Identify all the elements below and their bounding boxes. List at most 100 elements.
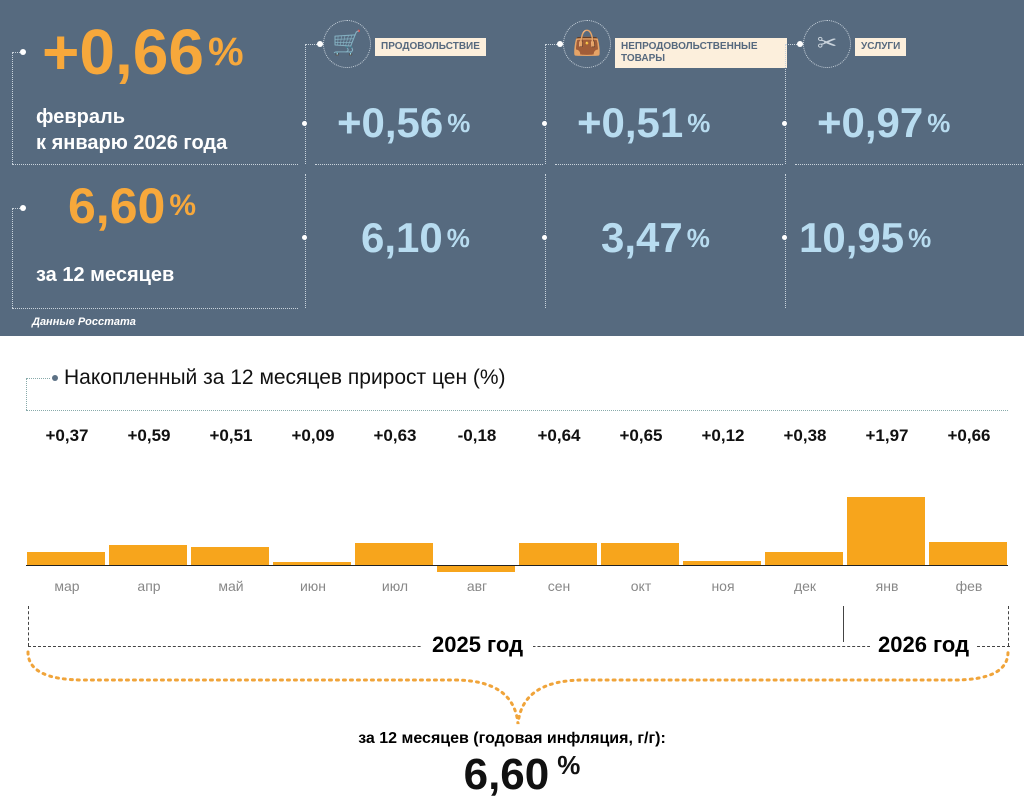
divider bbox=[785, 44, 797, 45]
divider bbox=[545, 174, 546, 308]
annual-caption: за 12 месяцев bbox=[36, 264, 175, 286]
bar-апр bbox=[109, 544, 187, 565]
category-monthly: +0,51% bbox=[577, 100, 710, 146]
month-label: янв bbox=[875, 578, 899, 594]
shopping-cart-icon: 🛒 bbox=[323, 20, 371, 68]
value-label: +0,38 bbox=[783, 426, 827, 445]
dot-marker bbox=[542, 235, 547, 240]
divider bbox=[305, 44, 317, 45]
bar-окт bbox=[601, 542, 679, 565]
bar-июл bbox=[355, 543, 433, 565]
caption-line: февраль bbox=[36, 106, 125, 128]
chart-section: Накопленный за 12 месяцев прирост цен (%… bbox=[0, 340, 1024, 806]
year-separator bbox=[843, 606, 844, 642]
divider bbox=[12, 208, 13, 308]
month-label: сен bbox=[547, 578, 571, 594]
dot-marker bbox=[20, 49, 26, 55]
month-label: апр bbox=[137, 578, 161, 594]
dot-marker bbox=[542, 121, 547, 126]
percent-sign: % bbox=[446, 223, 470, 253]
bar-май bbox=[191, 547, 269, 565]
category-label: ПРОДОВОЛЬСТВИЕ bbox=[375, 38, 486, 56]
divider bbox=[305, 44, 306, 164]
monthly-value: +0,66% bbox=[42, 16, 244, 88]
value-label: +0,51 bbox=[209, 426, 253, 445]
month-label: май bbox=[218, 578, 244, 594]
bar-сен bbox=[519, 542, 597, 565]
divider bbox=[26, 378, 50, 379]
divider bbox=[12, 52, 22, 53]
divider bbox=[785, 174, 786, 308]
category-annual: 10,95% bbox=[799, 215, 931, 261]
annual-number: 6,60 bbox=[68, 178, 166, 234]
source-note: Данные Росстата bbox=[32, 316, 136, 328]
dot-marker bbox=[797, 41, 803, 47]
monthly-number: +0,51 bbox=[577, 99, 684, 146]
divider bbox=[785, 44, 786, 164]
dot-marker bbox=[20, 205, 26, 211]
month-label: дек bbox=[793, 578, 817, 594]
month-label: фев bbox=[955, 578, 983, 594]
month-label: мар bbox=[54, 578, 80, 594]
bar-ноя bbox=[683, 560, 761, 565]
value-label: +0,63 bbox=[373, 426, 417, 445]
divider bbox=[545, 44, 557, 45]
dot-marker bbox=[302, 121, 307, 126]
annual-value: 6,60% bbox=[68, 178, 196, 234]
percent-sign: % bbox=[207, 30, 244, 74]
bracket-right bbox=[1008, 606, 1009, 646]
month-label: окт bbox=[630, 578, 652, 594]
percent-sign: % bbox=[447, 108, 471, 138]
bar-фев bbox=[929, 542, 1007, 565]
curly-brace bbox=[26, 650, 1010, 725]
dot-marker bbox=[52, 375, 58, 381]
value-label: +1,97 bbox=[865, 426, 909, 445]
scissors-comb-icon: ✂ bbox=[803, 20, 851, 68]
bar-chart: +0,37 мар +0,59 апр +0,51 май +0,09 июн +0,63 июл… bbox=[0, 340, 1024, 806]
divider bbox=[305, 174, 306, 308]
divider bbox=[795, 164, 1023, 165]
value-label: +0,59 bbox=[127, 426, 171, 445]
category-annual: 6,10% bbox=[361, 215, 470, 261]
month-label: ноя bbox=[711, 578, 735, 594]
value-label: -0,18 bbox=[457, 426, 497, 445]
category-annual: 3,47% bbox=[601, 215, 710, 261]
percent-sign: % bbox=[557, 750, 581, 780]
bar-янв bbox=[847, 497, 925, 565]
clothes-bag-icon: 👜 bbox=[563, 20, 611, 68]
footer-caption: за 12 месяцев (годовая инфляция, г/г): bbox=[358, 730, 666, 747]
category-monthly: +0,56% bbox=[337, 100, 470, 146]
bar-авг bbox=[437, 566, 515, 573]
dot-marker bbox=[782, 235, 787, 240]
divider bbox=[12, 164, 298, 165]
bar-мар bbox=[27, 552, 105, 565]
dot-marker bbox=[317, 41, 323, 47]
divider bbox=[12, 52, 13, 164]
percent-sign: % bbox=[686, 223, 710, 253]
percent-sign: % bbox=[687, 108, 711, 138]
value-label: +0,65 bbox=[619, 426, 663, 445]
percent-sign: % bbox=[927, 108, 951, 138]
annual-number: 6,10 bbox=[361, 214, 443, 261]
month-label: июл bbox=[381, 578, 409, 594]
baseline bbox=[26, 565, 1008, 566]
divider bbox=[12, 208, 22, 209]
monthly-caption: февраль к январю 2026 года bbox=[36, 104, 227, 156]
category-label: НЕПРОДОВОЛЬСТВЕННЫЕ ТОВАРЫ bbox=[615, 38, 787, 68]
monthly-number: +0,97 bbox=[817, 99, 924, 146]
chart-title: Накопленный за 12 месяцев прирост цен (%… bbox=[64, 366, 506, 389]
value-label: +0,37 bbox=[45, 426, 89, 445]
dot-marker bbox=[557, 41, 563, 47]
annual-number: 10,95 bbox=[799, 214, 905, 261]
divider bbox=[545, 44, 546, 164]
divider bbox=[315, 164, 543, 165]
percent-sign: % bbox=[169, 189, 197, 222]
category-monthly: +0,97% bbox=[817, 100, 950, 146]
month-label: авг bbox=[466, 578, 488, 594]
footer-value: 6,60% bbox=[0, 750, 1024, 800]
dot-marker bbox=[782, 121, 787, 126]
divider bbox=[12, 308, 298, 309]
dot-marker bbox=[302, 235, 307, 240]
value-label: +0,64 bbox=[537, 426, 581, 445]
year-label-2025: 2025 год bbox=[422, 632, 534, 658]
